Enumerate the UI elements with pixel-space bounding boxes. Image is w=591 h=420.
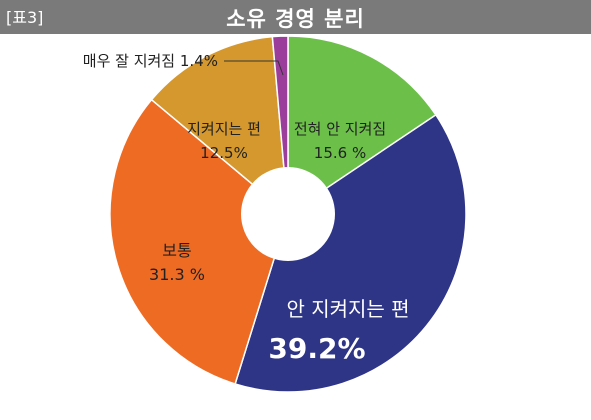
table-number-label: [표3] [6, 8, 44, 27]
label-category-mostly-not: 안 지켜지는 편 [286, 297, 409, 321]
label-category-never: 전혀 안 지켜짐 [294, 120, 386, 138]
slice-mostly-kept [150, 35, 289, 216]
donut-hole [241, 167, 335, 261]
label-value-mostly-not: 39.2% [268, 332, 365, 365]
label-value-never: 15.6 % [314, 144, 366, 162]
donut-slices [109, 35, 467, 393]
label-value-normal: 31.3 % [149, 265, 205, 284]
label-category-normal: 보통 [162, 241, 191, 260]
label-very-well-kept: 매우 잘 지켜짐 1.4% [83, 52, 218, 70]
chart-title: 소유 경영 분리 [226, 7, 365, 31]
header-bar: [표3] 소유 경영 분리 [0, 0, 591, 34]
leader-line [224, 60, 284, 76]
label-value-mostly-kept: 12.5% [200, 144, 248, 162]
slice-mostly-not [234, 113, 467, 393]
slice-normal [109, 98, 289, 385]
slice-never [287, 35, 437, 216]
label-category-mostly-kept: 지켜지는 편 [187, 120, 261, 138]
